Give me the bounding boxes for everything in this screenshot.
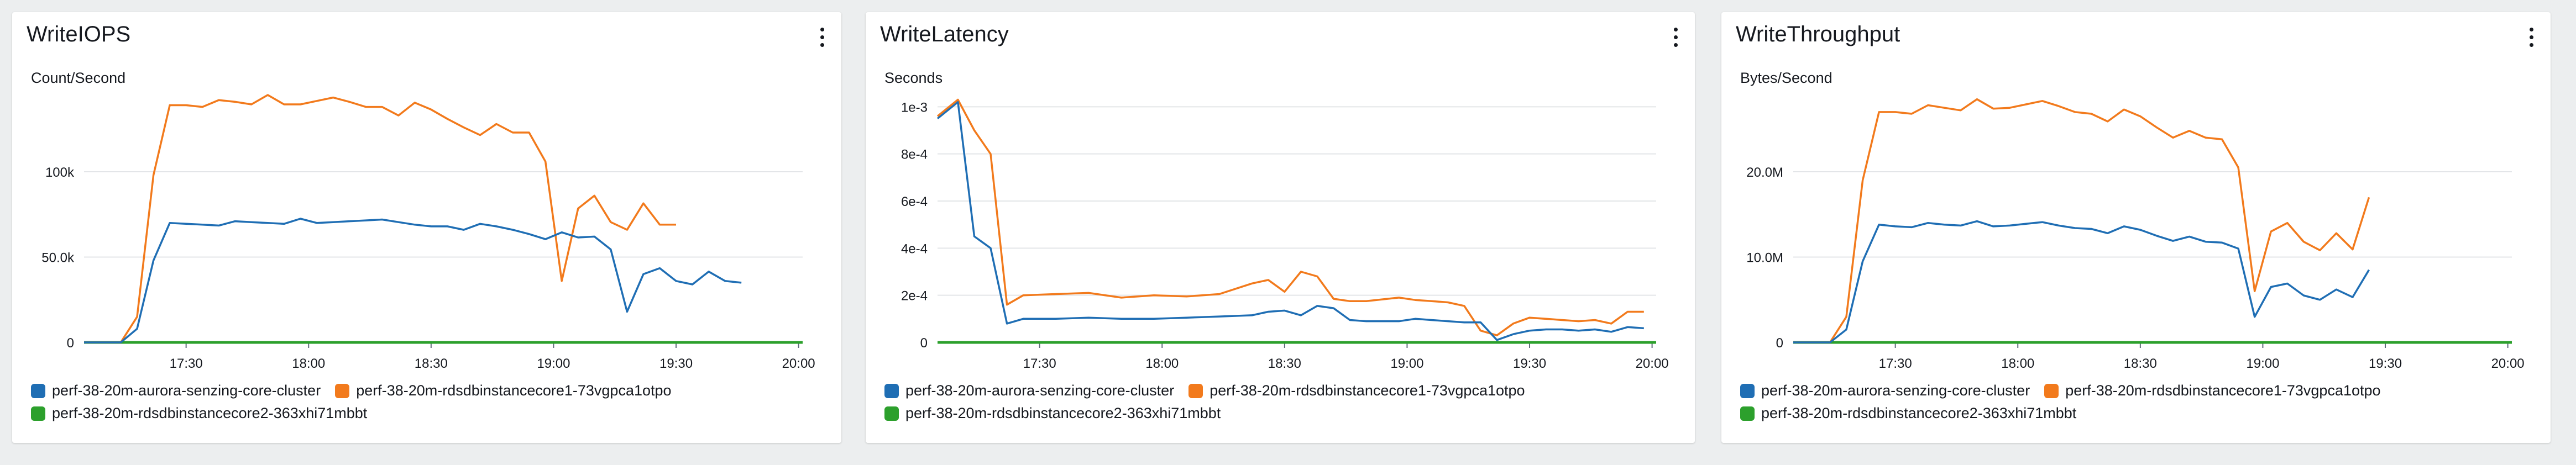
y-tick-label: 10.0M [1746, 251, 1783, 266]
chart-legend: perf-38-20m-aurora-senzing-core-cluster p… [1740, 382, 2536, 422]
legend-label: perf-38-20m-rdsdbinstancecore1-73vgpca1o… [356, 382, 672, 399]
legend-item[interactable]: perf-38-20m-rdsdbinstancecore1-73vgpca1o… [2044, 382, 2381, 399]
kebab-menu-icon[interactable] [2523, 23, 2540, 51]
y-tick-label: 100k [45, 165, 75, 180]
legend-swatch [1188, 383, 1203, 398]
legend-swatch [335, 383, 350, 398]
legend-swatch [1740, 406, 1755, 421]
x-tick-label: 19:30 [659, 356, 693, 371]
x-tick-label: 19:00 [537, 356, 570, 371]
widget-writelatency: WriteLatency Seconds 0 2e-4 4e-4 6e-4 8e-4 1e… [866, 12, 1695, 443]
y-tick-label: 2e-4 [901, 289, 928, 304]
legend-item[interactable]: perf-38-20m-aurora-senzing-core-cluster [884, 382, 1174, 399]
kebab-menu-icon[interactable] [1667, 23, 1684, 51]
legend-item[interactable]: perf-38-20m-rdsdbinstancecore2-363xhi71m… [1740, 405, 2076, 422]
kebab-menu-icon[interactable] [814, 23, 830, 51]
y-tick-label: 8e-4 [901, 147, 928, 162]
x-tick-label: 18:30 [415, 356, 448, 371]
series-line-perf-38-20m-aurora-senzing-core-cluster[interactable] [84, 218, 742, 344]
legend-label: perf-38-20m-aurora-senzing-core-cluster [52, 382, 321, 399]
legend-label: perf-38-20m-aurora-senzing-core-cluster [905, 382, 1175, 399]
legend-swatch [31, 383, 45, 398]
x-tick-label: 17:30 [1023, 356, 1056, 371]
legend-swatch [31, 406, 45, 421]
chart-legend: perf-38-20m-aurora-senzing-core-cluster p… [884, 382, 1680, 422]
legend-label: perf-38-20m-rdsdbinstancecore2-363xhi71m… [905, 405, 1221, 421]
x-tick-label: 18:00 [292, 356, 325, 371]
x-tick-label: 19:30 [2369, 356, 2402, 371]
y-tick-label: 50.0k [41, 251, 75, 266]
y-tick-label: 0 [67, 336, 74, 351]
series-line-perf-38-20m-rdsdbinstancecore1-73vgpca1otpo[interactable] [84, 94, 676, 344]
series-line-perf-38-20m-rdsdbinstancecore1-73vgpca1otpo[interactable] [936, 98, 1644, 336]
legend-item[interactable]: perf-38-20m-rdsdbinstancecore1-73vgpca1o… [1188, 382, 1525, 399]
y-tick-label: 0 [1776, 336, 1783, 351]
x-tick-label: 18:00 [1145, 356, 1179, 371]
x-tick-label: 17:30 [170, 356, 203, 371]
writethroughput-chart: 0 10.0M 20.0M 17:30 18:00 18:30 19:00 19:30 20:0… [1746, 98, 2525, 371]
widget-writethroughput: WriteThroughput Bytes/Second 0 10.0M 20.0M… [1721, 12, 2551, 443]
series-line-perf-38-20m-aurora-senzing-core-cluster[interactable] [936, 101, 1644, 341]
x-tick-label: 17:30 [1879, 356, 1912, 371]
legend-item[interactable]: perf-38-20m-aurora-senzing-core-cluster [1740, 382, 2030, 399]
widget-title: WriteThroughput [1736, 22, 1900, 46]
legend-item[interactable]: perf-38-20m-aurora-senzing-core-cluster [31, 382, 321, 399]
widget-title: WriteLatency [880, 22, 1009, 46]
legend-swatch [884, 406, 899, 421]
writeiops-chart: 0 50.0k 100k 17:30 18:00 18:30 19:00 19:30 20:00 [41, 94, 815, 371]
x-tick-label: 19:00 [1390, 356, 1423, 371]
widget-writeiops: WriteIOPS Count/Second 0 50.0k 100k 17:30 18… [12, 12, 841, 443]
legend-item[interactable]: perf-38-20m-rdsdbinstancecore2-363xhi71m… [884, 405, 1221, 422]
series-line-perf-38-20m-rdsdbinstancecore1-73vgpca1otpo[interactable] [1793, 98, 2370, 344]
y-axis-unit-label: Bytes/Second [1740, 70, 1832, 86]
legend-label: perf-38-20m-rdsdbinstancecore2-363xhi71m… [1761, 405, 2077, 421]
legend-item[interactable]: perf-38-20m-rdsdbinstancecore2-363xhi71m… [31, 405, 367, 422]
series-line-perf-38-20m-aurora-senzing-core-cluster[interactable] [1793, 220, 2370, 344]
legend-swatch [1740, 383, 1755, 398]
legend-swatch [884, 383, 899, 398]
y-tick-label: 0 [920, 336, 928, 351]
x-tick-label: 20:00 [782, 356, 815, 371]
x-tick-label: 19:00 [2246, 356, 2279, 371]
x-tick-label: 20:00 [1636, 356, 1669, 371]
y-tick-label: 4e-4 [901, 241, 928, 256]
writelatency-chart: 0 2e-4 4e-4 6e-4 8e-4 1e-3 17:30 18:00 18:30 19:0… [901, 98, 1669, 371]
x-tick-label: 20:00 [2491, 356, 2525, 371]
x-tick-label: 18:30 [2124, 356, 2157, 371]
legend-label: perf-38-20m-rdsdbinstancecore1-73vgpca1o… [2065, 382, 2381, 399]
legend-label: perf-38-20m-rdsdbinstancecore2-363xhi71m… [52, 405, 368, 421]
y-tick-label: 1e-3 [901, 100, 928, 115]
x-tick-label: 18:00 [2001, 356, 2034, 371]
chart-legend: perf-38-20m-aurora-senzing-core-cluster p… [31, 382, 827, 422]
legend-item[interactable]: perf-38-20m-rdsdbinstancecore1-73vgpca1o… [335, 382, 672, 399]
y-axis-unit-label: Count/Second [31, 70, 126, 86]
y-tick-label: 20.0M [1746, 165, 1783, 180]
x-tick-label: 19:30 [1513, 356, 1546, 371]
legend-label: perf-38-20m-rdsdbinstancecore1-73vgpca1o… [1210, 382, 1525, 399]
x-tick-label: 18:30 [1268, 356, 1301, 371]
legend-swatch [2044, 383, 2059, 398]
widget-title: WriteIOPS [27, 22, 131, 46]
y-tick-label: 6e-4 [901, 194, 928, 209]
y-axis-unit-label: Seconds [884, 70, 943, 86]
legend-label: perf-38-20m-aurora-senzing-core-cluster [1761, 382, 2030, 399]
